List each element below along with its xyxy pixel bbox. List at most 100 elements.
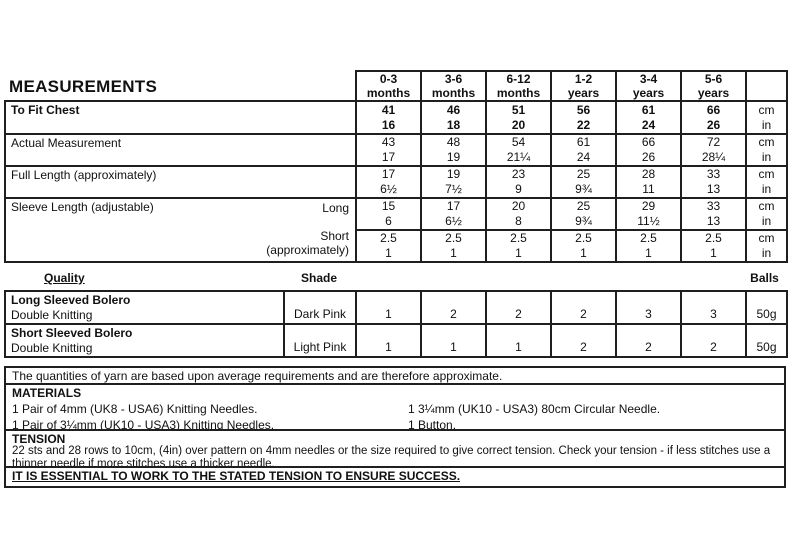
shade-cell: Light Pink [283,323,357,358]
yarn-label: Long Sleeved Bolero Double Knitting [4,290,285,325]
age-column-header: 6-12 months [485,70,552,102]
balls-count-cell: 1 [485,323,552,358]
measurement-row-full-length: Full Length (approximately) 17 6½ 19 7½ 23 9 2… [4,165,788,199]
yarn-quality: Double Knitting [11,341,93,355]
yarn-row-short-sleeved: Short Sleeved Bolero Double Knitting Lig… [4,323,788,358]
balls-count-cell: 2 [550,290,617,325]
quality-column-header: Quality [44,271,85,285]
materials-title: MATERIALS [12,386,82,400]
unit-cell: cm in [745,100,788,135]
sleeve-approx-label: (approximately) [266,243,349,257]
measurement-value-cell: 17 6½ [420,197,487,231]
notes-box: The quantities of yarn are based upon av… [4,366,786,488]
measurement-value-cell: 2.5 1 [355,229,422,263]
measurement-row-to-fit-chest: To Fit Chest 41 16 46 18 51 20 56 22 61 24 66 26 cm… [4,100,788,135]
page-title: MEASUREMENTS [9,77,158,96]
measurement-value-cell: 33 13 [680,165,747,199]
yarn-row-long-sleeved: Long Sleeved Bolero Double Knitting Dark… [4,290,788,325]
unit-cell: cm in [745,197,788,231]
measurement-value-cell: 2.5 1 [485,229,552,263]
ball-size-cell: 50g [745,323,788,358]
materials-item: 1 Pair of 4mm (UK8 - USA6) Knitting Need… [12,402,258,416]
measurements-table: MEASUREMENTS 0-3 months 3-6 months 6-12 … [4,70,788,263]
age-column-header: 5-6 years [680,70,747,102]
yarn-label: Short Sleeved Bolero Double Knitting [4,323,285,358]
garment-name: Long Sleeved Bolero [11,293,131,307]
yarn-quality: Double Knitting [11,308,93,322]
measurement-value-cell: 25 9¾ [550,165,617,199]
unit-cell: cm in [745,165,788,199]
sleeve-long-label: Long [322,201,349,215]
tension-title: TENSION [12,432,66,446]
measurement-row-actual: Actual Measurement 43 17 48 19 54 21¼ 61 24 66 26… [4,133,788,167]
measurement-value-cell: 51 20 [485,100,552,135]
yarn-quantities-note: The quantities of yarn are based upon av… [6,368,784,385]
garment-name: Short Sleeved Bolero [11,326,133,340]
measurement-value-cell: 28 11 [615,165,682,199]
row-label-sleeve: Sleeve Length (adjustable) Long Short (a… [4,197,357,263]
measurement-value-cell: 56 22 [550,100,617,135]
materials-section: MATERIALS 1 Pair of 4mm (UK8 - USA6) Kni… [6,385,784,431]
measurement-value-cell: 19 7½ [420,165,487,199]
measurement-value-cell: 54 21¼ [485,133,552,167]
measurement-value-cell: 33 13 [680,197,747,231]
balls-count-cell: 3 [680,290,747,325]
measurement-value-cell: 2.5 1 [680,229,747,263]
balls-count-cell: 3 [615,290,682,325]
measurement-value-cell: 43 17 [355,133,422,167]
tension-text: 22 sts and 28 rows to 10cm, (4in) over p… [12,445,771,468]
materials-item: 1 3¼mm (UK10 - USA3) 80cm Circular Needl… [408,402,661,416]
measurement-value-cell: 15 6 [355,197,422,231]
age-column-header: 3-6 months [420,70,487,102]
balls-count-cell: 1 [355,323,422,358]
measurement-value-cell: 66 26 [680,100,747,135]
materials-list-left: 1 Pair of 4mm (UK8 - USA6) Knitting Need… [12,401,778,431]
measurement-value-cell: 41 16 [355,100,422,135]
measurement-value-cell: 25 9¾ [550,197,617,231]
balls-column-header: Balls [750,271,779,285]
balls-count-cell: 2 [680,323,747,358]
balls-count-cell: 2 [615,323,682,358]
balls-count-cell: 2 [420,290,487,325]
sleeve-short-label: Short [320,229,349,243]
measurement-value-cell: 2.5 1 [550,229,617,263]
tension-section: TENSION 22 sts and 28 rows to 10cm, (4in… [6,431,784,468]
unit-cell: cm in [745,229,788,263]
balls-count-cell: 2 [485,290,552,325]
yarn-table: Long Sleeved Bolero Double Knitting Dark… [4,290,788,358]
measurement-value-cell: 61 24 [550,133,617,167]
measurement-value-cell: 72 28¼ [680,133,747,167]
measurement-value-cell: 61 24 [615,100,682,135]
row-label: To Fit Chest [4,100,357,135]
measurement-value-cell: 48 19 [420,133,487,167]
materials-list-right: 1 3¼mm (UK10 - USA3) 80cm Circular Needl… [408,401,661,429]
measurement-value-cell: 23 9 [485,165,552,199]
measurement-row-sleeve-long: Sleeve Length (adjustable) Long Short (a… [4,197,788,263]
row-label: Actual Measurement [4,133,357,167]
measurement-value-cell: 66 26 [615,133,682,167]
age-column-header: 1-2 years [550,70,617,102]
ball-size-cell: 50g [745,290,788,325]
materials-item: 1 Pair of 3¼mm (UK10 - USA3) Knitting Ne… [12,418,275,431]
essential-note: IT IS ESSENTIAL TO WORK TO THE STATED TE… [12,469,461,483]
shade-column-header: Shade [300,271,337,285]
measurement-value-cell: 46 18 [420,100,487,135]
balls-count-cell: 1 [355,290,422,325]
measurement-value-cell: 2.5 1 [615,229,682,263]
row-label: Full Length (approximately) [4,165,357,199]
age-column-header: 0-3 months [355,70,422,102]
measurements-title-cell: MEASUREMENTS [5,71,356,102]
shade-cell: Dark Pink [283,290,357,325]
age-column-header: 3-4 years [615,70,682,102]
balls-count-cell: 1 [420,323,487,358]
measurements-header-row: MEASUREMENTS 0-3 months 3-6 months 6-12 … [5,70,788,102]
measurement-value-cell: 17 6½ [355,165,422,199]
unit-cell: cm in [745,133,788,167]
measurement-value-cell: 29 11½ [615,197,682,231]
measurement-row-sleeve-short: 2.5 1 2.5 1 2.5 1 2.5 1 2.5 1 2.5 1 cm in [5,229,788,263]
measurement-value-cell: 20 8 [485,197,552,231]
measurement-value-cell: 2.5 1 [420,229,487,263]
unit-column-header [745,70,788,102]
balls-count-cell: 2 [550,323,617,358]
